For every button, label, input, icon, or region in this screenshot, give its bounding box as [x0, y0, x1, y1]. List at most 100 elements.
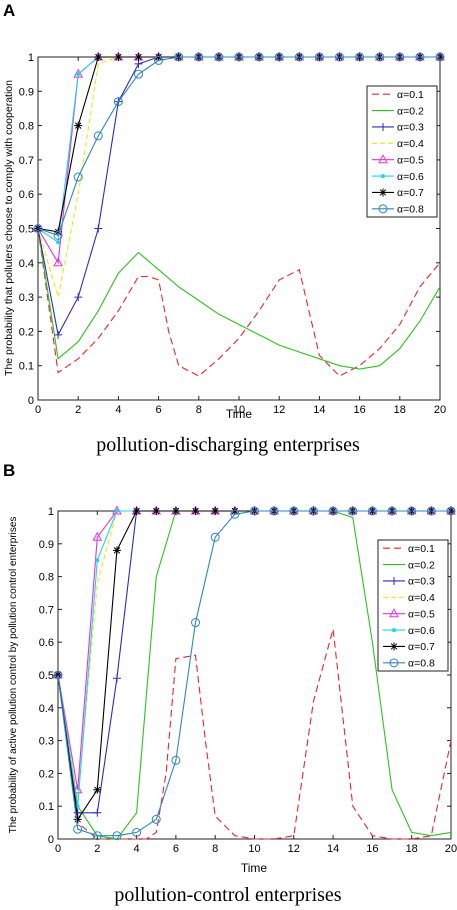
- data-point: [230, 507, 239, 515]
- data-point: [328, 506, 338, 516]
- x-axis-label: Time: [226, 407, 253, 421]
- data-point: [171, 755, 181, 765]
- x-tick-label: 10: [248, 843, 260, 855]
- data-point: [174, 52, 184, 62]
- y-tick-label: 0.6: [19, 189, 34, 201]
- series-8: [33, 52, 445, 240]
- data-point: [314, 52, 324, 62]
- data-point: [73, 815, 82, 824]
- data-point: [289, 506, 299, 516]
- data-point: [132, 827, 142, 837]
- legend-item: α=0.5: [383, 608, 435, 620]
- y-tick-label: 0.1: [39, 801, 54, 813]
- series-line: [37, 228, 441, 377]
- plot-layer: 0 2 4 6 8 10 12 14 16 18 20 0 0.1 0.2 0.3 0.4 0.5 0.6 0.7 0…: [19, 51, 446, 416]
- data-point: [114, 509, 119, 513]
- y-tick-label: 0.2: [39, 768, 54, 780]
- x-tick-label: 4: [134, 843, 140, 855]
- data-point: [73, 172, 83, 182]
- legend-label: α=0.6: [408, 625, 435, 637]
- data-point: [73, 824, 83, 834]
- panel-caption: pollution-discharging enterprises: [96, 434, 360, 456]
- legend-marker: [379, 122, 387, 131]
- legend-marker: [392, 628, 396, 633]
- series-line: [57, 510, 451, 837]
- data-point: [335, 52, 344, 62]
- data-point: [53, 257, 63, 267]
- x-tick-label: 14: [313, 404, 325, 416]
- panel-b: B 0 2 4 6 8 10 12 14 16 18 20 0 0.1 0.2 0.3 0.4 0.5 0.6 0.…: [3, 461, 457, 906]
- legend-marker: [378, 204, 388, 214]
- data-point: [93, 808, 102, 817]
- x-tick-label: 20: [445, 843, 457, 855]
- data-point: [308, 506, 318, 516]
- data-point: [234, 52, 244, 62]
- x-tick-label: 2: [75, 404, 81, 416]
- y-tick-label: 0.5: [39, 670, 54, 682]
- data-point: [154, 53, 163, 61]
- data-point: [93, 785, 102, 794]
- panel-caption: pollution-control enterprises: [114, 884, 341, 906]
- legend-item: α=0.7: [372, 187, 424, 199]
- legend-item: α=0.1: [372, 89, 424, 101]
- data-point: [426, 506, 436, 516]
- y-tick-label: 0.8: [19, 121, 34, 133]
- y-axis-label: The probability that polluters choose to…: [3, 80, 15, 376]
- data-point: [113, 97, 123, 107]
- data-point: [76, 72, 81, 77]
- x-tick-label: 18: [394, 404, 406, 416]
- legend-item: α=0.8: [383, 658, 435, 670]
- legend-item: α=0.4: [372, 138, 424, 150]
- data-point: [134, 69, 143, 79]
- data-point: [93, 131, 103, 141]
- x-axis-label: Time: [241, 861, 268, 875]
- y-tick-label: 1: [48, 506, 54, 518]
- legend-item: α=0.4: [383, 592, 435, 604]
- data-point: [134, 59, 143, 68]
- legend-label: α=0.3: [408, 576, 435, 588]
- data-point: [395, 52, 405, 62]
- legend-item: α=0.2: [383, 559, 435, 571]
- series-8: [53, 506, 456, 841]
- y-tick-label: 0.3: [39, 736, 54, 748]
- legend-box: [377, 539, 449, 672]
- plot-layer: 0 2 4 6 8 10 12 14 16 18 20 0 0.1 0.2 0.3 0.4 0.5 0.6 0.7 0…: [39, 505, 457, 855]
- panel-a: A 0 2 4 6 8 10 12 14 16 18 20 0 0.1 0.2 0.3 0.4 0.5 0.6 0.…: [3, 1, 446, 456]
- x-tick-label: 6: [173, 843, 179, 855]
- data-point: [348, 506, 358, 516]
- y-tick-label: 0: [48, 834, 54, 846]
- y-tick-label: 1: [28, 52, 34, 64]
- y-tick-label: 0.2: [19, 326, 34, 338]
- x-tick-label: 0: [55, 843, 61, 855]
- x-tick-label: 18: [406, 843, 418, 855]
- x-tick-label: 16: [353, 404, 365, 416]
- legend-item: α=0.6: [383, 625, 435, 637]
- legend-item: α=0.8: [372, 204, 424, 216]
- data-point: [134, 53, 143, 61]
- data-point: [112, 546, 121, 555]
- data-point: [112, 831, 122, 841]
- data-point: [53, 670, 63, 680]
- data-point: [151, 814, 161, 824]
- legend-marker: [389, 608, 399, 618]
- y-tick-label: 0.6: [39, 637, 54, 649]
- y-tick-label: 0.9: [19, 86, 34, 98]
- series-line: [37, 56, 440, 237]
- data-point: [254, 52, 264, 62]
- data-point: [446, 506, 456, 516]
- legend-label: α=0.4: [397, 138, 424, 150]
- data-point: [171, 507, 180, 515]
- data-point: [94, 224, 103, 233]
- legend-item: α=0.3: [372, 122, 424, 134]
- y-tick-label: 0.7: [39, 604, 54, 616]
- data-point: [367, 506, 377, 516]
- x-tick-label: 16: [366, 843, 378, 855]
- x-tick-label: 10: [233, 404, 245, 416]
- legend-item: α=0.7: [383, 641, 435, 653]
- y-tick-label: 0.1: [19, 361, 34, 373]
- x-tick-label: 6: [156, 404, 162, 416]
- y-tick-label: 0.9: [39, 539, 54, 551]
- x-tick-label: 0: [35, 404, 41, 416]
- legend-box: [366, 85, 438, 218]
